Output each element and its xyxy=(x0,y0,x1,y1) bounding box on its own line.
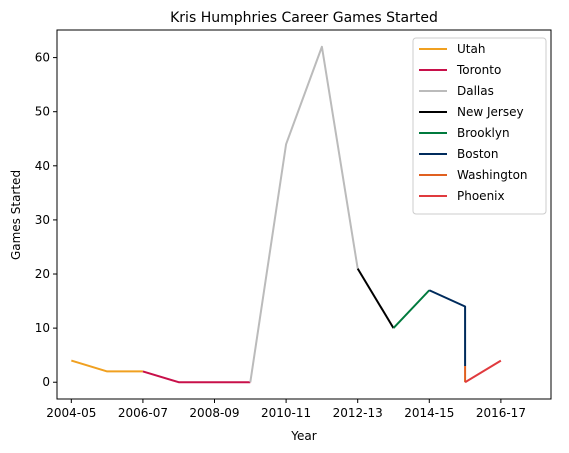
x-tick-label: 2014-15 xyxy=(404,406,454,420)
x-tick-label: 2008-09 xyxy=(189,406,239,420)
x-axis: 2004-05 2006-07 2008-09 2010-11 2012-13 2014-… xyxy=(46,399,526,420)
y-tick-label: 30 xyxy=(35,213,50,227)
legend-label-new-jersey: New Jersey xyxy=(457,105,524,119)
x-tick-label: 2006-07 xyxy=(118,406,168,420)
legend-label-brooklyn: Brooklyn xyxy=(457,126,510,140)
y-axis-title: Games Started xyxy=(9,170,23,260)
series-line-toronto xyxy=(142,370,251,384)
y-tick-label: 40 xyxy=(35,159,50,173)
legend-label-boston: Boston xyxy=(457,147,498,161)
legend-label-phoenix: Phoenix xyxy=(457,189,505,203)
x-axis-title: Year xyxy=(290,429,316,443)
legend-box xyxy=(412,37,547,215)
y-tick-label: 0 xyxy=(42,375,50,389)
x-tick-label: 2012-13 xyxy=(333,406,383,420)
legend-label-dallas: Dallas xyxy=(457,84,494,98)
plot-area xyxy=(56,29,552,400)
series-line-phoenix xyxy=(464,359,502,384)
legend-label-toronto: Toronto xyxy=(456,63,501,77)
series-line-new-jersey xyxy=(356,268,395,329)
series-line-boston xyxy=(428,289,467,366)
chart-title: Kris Humphries Career Games Started xyxy=(170,10,438,26)
x-tick-label: 2010-11 xyxy=(261,406,311,420)
legend-label-washington: Washington xyxy=(457,168,528,182)
y-tick-label: 10 xyxy=(35,321,50,335)
y-tick-label: 60 xyxy=(35,51,50,65)
series-line-brooklyn xyxy=(392,289,431,329)
x-tick-label: 2004-05 xyxy=(46,406,96,420)
series-line-dallas xyxy=(249,45,359,383)
legend: Utah Toronto Dallas New Jersey Brooklyn Bosto… xyxy=(412,37,547,215)
x-tick-label: 2016-17 xyxy=(476,406,526,420)
y-axis: 0 10 20 30 40 50 60 xyxy=(35,51,57,389)
legend-label-utah: Utah xyxy=(457,42,485,56)
y-tick-label: 50 xyxy=(35,105,50,119)
plot-frame xyxy=(56,29,552,400)
y-tick-label: 20 xyxy=(35,267,50,281)
series-line-utah xyxy=(71,359,143,373)
